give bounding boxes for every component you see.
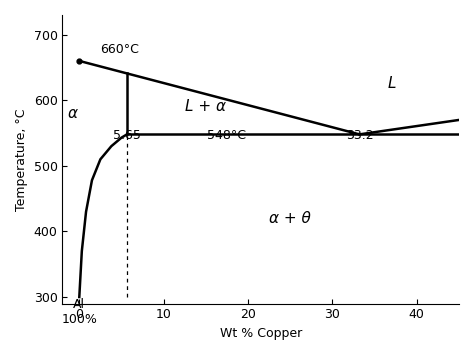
Text: α + θ: α + θ (269, 211, 311, 226)
X-axis label: Wt % Copper: Wt % Copper (219, 327, 302, 340)
Text: L + α: L + α (185, 99, 227, 114)
Text: Al: Al (73, 298, 85, 311)
Text: 5.65: 5.65 (113, 129, 141, 142)
Text: α: α (67, 106, 78, 121)
Text: 548°C: 548°C (208, 129, 246, 142)
Text: L: L (387, 76, 396, 91)
Text: 33.2: 33.2 (346, 129, 373, 142)
Y-axis label: Temperature, °C: Temperature, °C (15, 108, 28, 211)
Text: 660°C: 660°C (100, 43, 139, 56)
Text: 100%: 100% (61, 313, 97, 326)
